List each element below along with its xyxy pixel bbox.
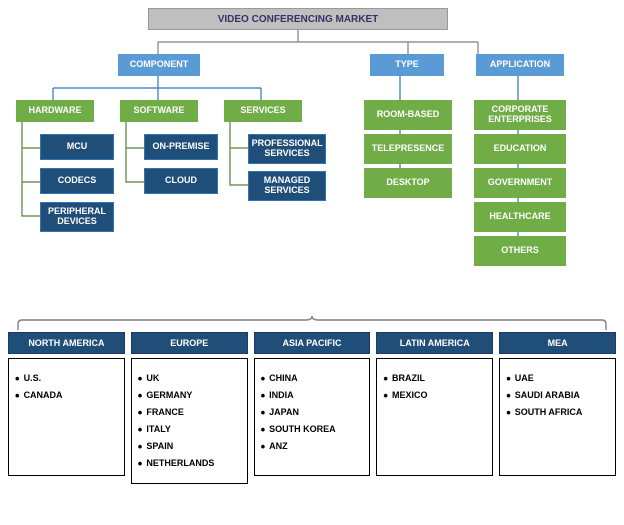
- region-country: CANADA: [15, 388, 118, 403]
- branch-component: COMPONENT: [118, 54, 200, 76]
- hw-item-2: PERIPHERAL DEVICES: [40, 202, 114, 232]
- type-item-2: DESKTOP: [364, 168, 452, 198]
- region-country: SOUTH AFRICA: [506, 405, 609, 420]
- sub-software: SOFTWARE: [120, 100, 198, 122]
- hw-item-1: CODECS: [40, 168, 114, 194]
- region-country: CHINA: [261, 371, 364, 386]
- region-country: NETHERLANDS: [138, 456, 241, 471]
- svc-item-1: MANAGED SERVICES: [248, 171, 326, 201]
- hierarchy-diagram: VIDEO CONFERENCING MARKET COMPONENT TYPE…: [8, 8, 616, 308]
- region-header: LATIN AMERICA: [376, 332, 493, 354]
- sub-services: SERVICES: [224, 100, 302, 122]
- region-body: CHINA INDIA JAPAN SOUTH KOREA ANZ: [254, 358, 371, 476]
- region-country: BRAZIL: [383, 371, 486, 386]
- region-country: SOUTH KOREA: [261, 422, 364, 437]
- type-item-1: TELEPRESENCE: [364, 134, 452, 164]
- regions-section: NORTH AMERICA U.S. CANADA EUROPE UK GERMANY FR…: [8, 314, 616, 484]
- region-header: NORTH AMERICA: [8, 332, 125, 354]
- region-column: ASIA PACIFIC CHINA INDIA JAPAN SOUTH KOREA AN…: [254, 332, 371, 484]
- app-item-1: EDUCATION: [474, 134, 566, 164]
- app-item-0: CORPORATE ENTERPRISES: [474, 100, 566, 130]
- branch-type: TYPE: [370, 54, 444, 76]
- hw-item-0: MCU: [40, 134, 114, 160]
- sw-item-1: CLOUD: [144, 168, 218, 194]
- app-item-3: HEALTHCARE: [474, 202, 566, 232]
- region-column: NORTH AMERICA U.S. CANADA: [8, 332, 125, 484]
- region-column: LATIN AMERICA BRAZIL MEXICO: [376, 332, 493, 484]
- type-item-0: ROOM-BASED: [364, 100, 452, 130]
- region-country: INDIA: [261, 388, 364, 403]
- region-country: UAE: [506, 371, 609, 386]
- sub-hardware: HARDWARE: [16, 100, 94, 122]
- region-header: MEA: [499, 332, 616, 354]
- region-country: ANZ: [261, 439, 364, 454]
- svc-item-0: PROFESSIONAL SERVICES: [248, 134, 326, 164]
- region-country: SAUDI ARABIA: [506, 388, 609, 403]
- region-country: ITALY: [138, 422, 241, 437]
- app-item-4: OTHERS: [474, 236, 566, 266]
- region-country: U.S.: [15, 371, 118, 386]
- region-country: SPAIN: [138, 439, 241, 454]
- region-body: U.S. CANADA: [8, 358, 125, 476]
- region-country: GERMANY: [138, 388, 241, 403]
- region-country: UK: [138, 371, 241, 386]
- region-brace: [8, 314, 616, 332]
- region-body: UAE SAUDI ARABIA SOUTH AFRICA: [499, 358, 616, 476]
- root-title: VIDEO CONFERENCING MARKET: [148, 8, 448, 30]
- region-body: BRAZIL MEXICO: [376, 358, 493, 476]
- app-item-2: GOVERNMENT: [474, 168, 566, 198]
- region-header: EUROPE: [131, 332, 248, 354]
- region-column: MEA UAE SAUDI ARABIA SOUTH AFRICA: [499, 332, 616, 484]
- region-country: MEXICO: [383, 388, 486, 403]
- sw-item-0: ON-PREMISE: [144, 134, 218, 160]
- region-body: UK GERMANY FRANCE ITALY SPAIN NETHERLANDS: [131, 358, 248, 484]
- region-header: ASIA PACIFIC: [254, 332, 371, 354]
- region-country: JAPAN: [261, 405, 364, 420]
- branch-application: APPLICATION: [476, 54, 564, 76]
- region-column: EUROPE UK GERMANY FRANCE ITALY SPAIN NETHERLAN…: [131, 332, 248, 484]
- region-country: FRANCE: [138, 405, 241, 420]
